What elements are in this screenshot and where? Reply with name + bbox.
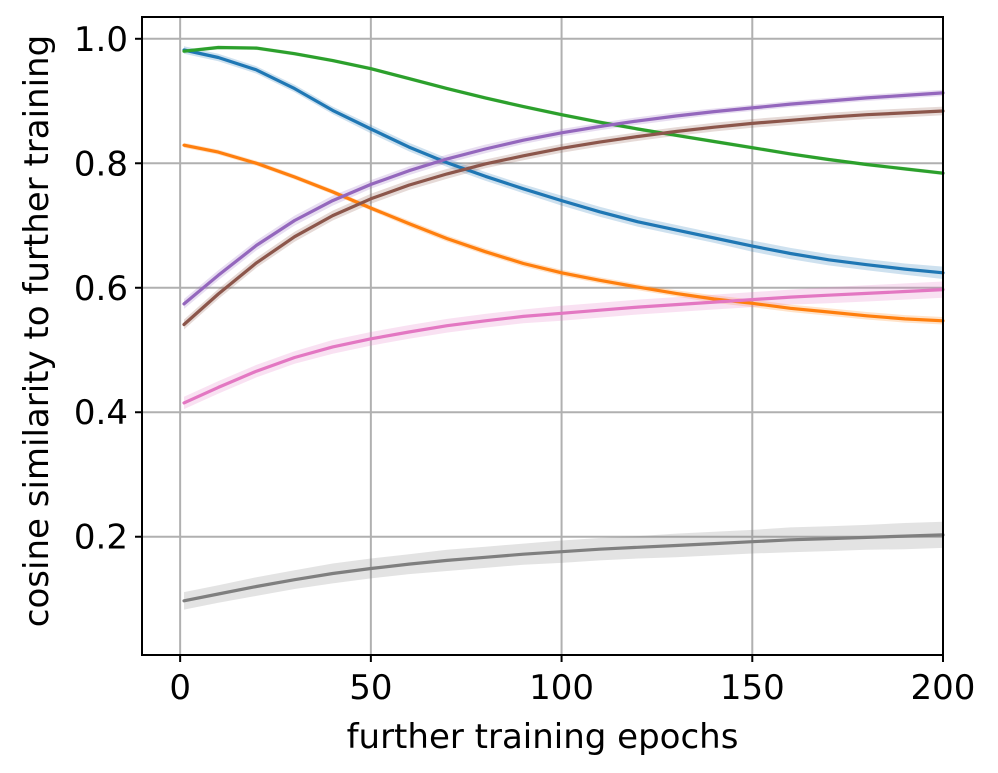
- x-tick-label: 50: [349, 668, 392, 708]
- series-6-band: [184, 281, 943, 410]
- series-lines: [182, 45, 945, 603]
- series-3-line: [182, 45, 945, 175]
- x-axis-label: further training epochs: [347, 717, 739, 757]
- series-2-line: [182, 143, 945, 323]
- x-tick-label: 100: [529, 668, 594, 708]
- y-tick-label: 1.0: [74, 20, 128, 60]
- plot-frame: [141, 16, 944, 656]
- series-4-line: [182, 91, 945, 306]
- x-tick-label: 0: [169, 668, 191, 708]
- series-1-line: [182, 48, 945, 275]
- series-6-line: [182, 288, 945, 405]
- series-1-band: [184, 46, 943, 279]
- y-tick-label: 0.6: [74, 269, 128, 309]
- y-axis-label: cosine similarity to further training: [17, 35, 57, 627]
- series-7-band: [184, 521, 943, 610]
- confidence-bands: [184, 45, 943, 610]
- y-tick-label: 0.8: [74, 144, 128, 184]
- x-tick-label: 200: [911, 668, 976, 708]
- series-3-band: [184, 45, 943, 176]
- axis-ticks: 0 50 100 150 200 0.2 0.4 0.6 0.8 1.0: [74, 20, 976, 708]
- y-tick-label: 0.4: [74, 393, 128, 433]
- y-tick-label: 0.2: [74, 518, 128, 558]
- series-5-line: [182, 109, 945, 327]
- series-5-band: [184, 106, 943, 330]
- x-tick-label: 150: [720, 668, 785, 708]
- series-7-line: [182, 533, 945, 603]
